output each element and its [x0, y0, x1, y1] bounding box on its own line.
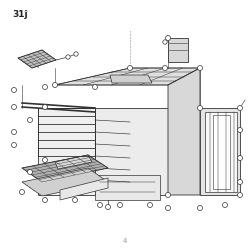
Circle shape [118, 202, 122, 207]
Circle shape [163, 40, 167, 44]
Circle shape [198, 106, 202, 110]
Circle shape [222, 202, 228, 207]
Polygon shape [205, 112, 237, 192]
Circle shape [128, 66, 132, 70]
Polygon shape [18, 50, 56, 68]
Circle shape [238, 128, 242, 132]
Circle shape [198, 66, 202, 70]
Polygon shape [22, 155, 108, 182]
Circle shape [12, 88, 16, 92]
Circle shape [92, 84, 98, 89]
Circle shape [12, 142, 16, 148]
Polygon shape [168, 68, 200, 195]
Polygon shape [38, 108, 95, 195]
Circle shape [238, 106, 242, 110]
Polygon shape [55, 68, 200, 85]
Circle shape [66, 55, 70, 59]
Circle shape [20, 190, 24, 194]
Polygon shape [213, 115, 230, 189]
Polygon shape [200, 108, 240, 195]
Text: 4: 4 [123, 238, 127, 244]
Bar [168, 38, 188, 62]
Circle shape [166, 206, 170, 210]
Polygon shape [95, 108, 168, 195]
Circle shape [166, 192, 170, 198]
Circle shape [42, 198, 48, 202]
Circle shape [162, 66, 168, 70]
Circle shape [28, 118, 32, 122]
Circle shape [28, 170, 32, 174]
Circle shape [98, 202, 102, 207]
Circle shape [12, 130, 16, 134]
Polygon shape [60, 178, 108, 200]
Circle shape [42, 158, 48, 162]
Circle shape [166, 36, 170, 41]
Polygon shape [95, 175, 160, 200]
Circle shape [238, 192, 242, 198]
Circle shape [148, 202, 152, 207]
Polygon shape [55, 155, 92, 169]
Circle shape [106, 204, 110, 210]
Polygon shape [110, 75, 152, 83]
Text: 31ĵ: 31ĵ [12, 10, 28, 19]
Circle shape [12, 104, 16, 110]
Circle shape [74, 52, 78, 56]
Circle shape [238, 180, 242, 184]
Circle shape [42, 84, 48, 89]
Circle shape [72, 198, 78, 202]
Circle shape [42, 104, 48, 110]
Circle shape [198, 206, 202, 210]
Circle shape [52, 82, 58, 87]
Polygon shape [22, 168, 108, 196]
Circle shape [238, 156, 242, 160]
